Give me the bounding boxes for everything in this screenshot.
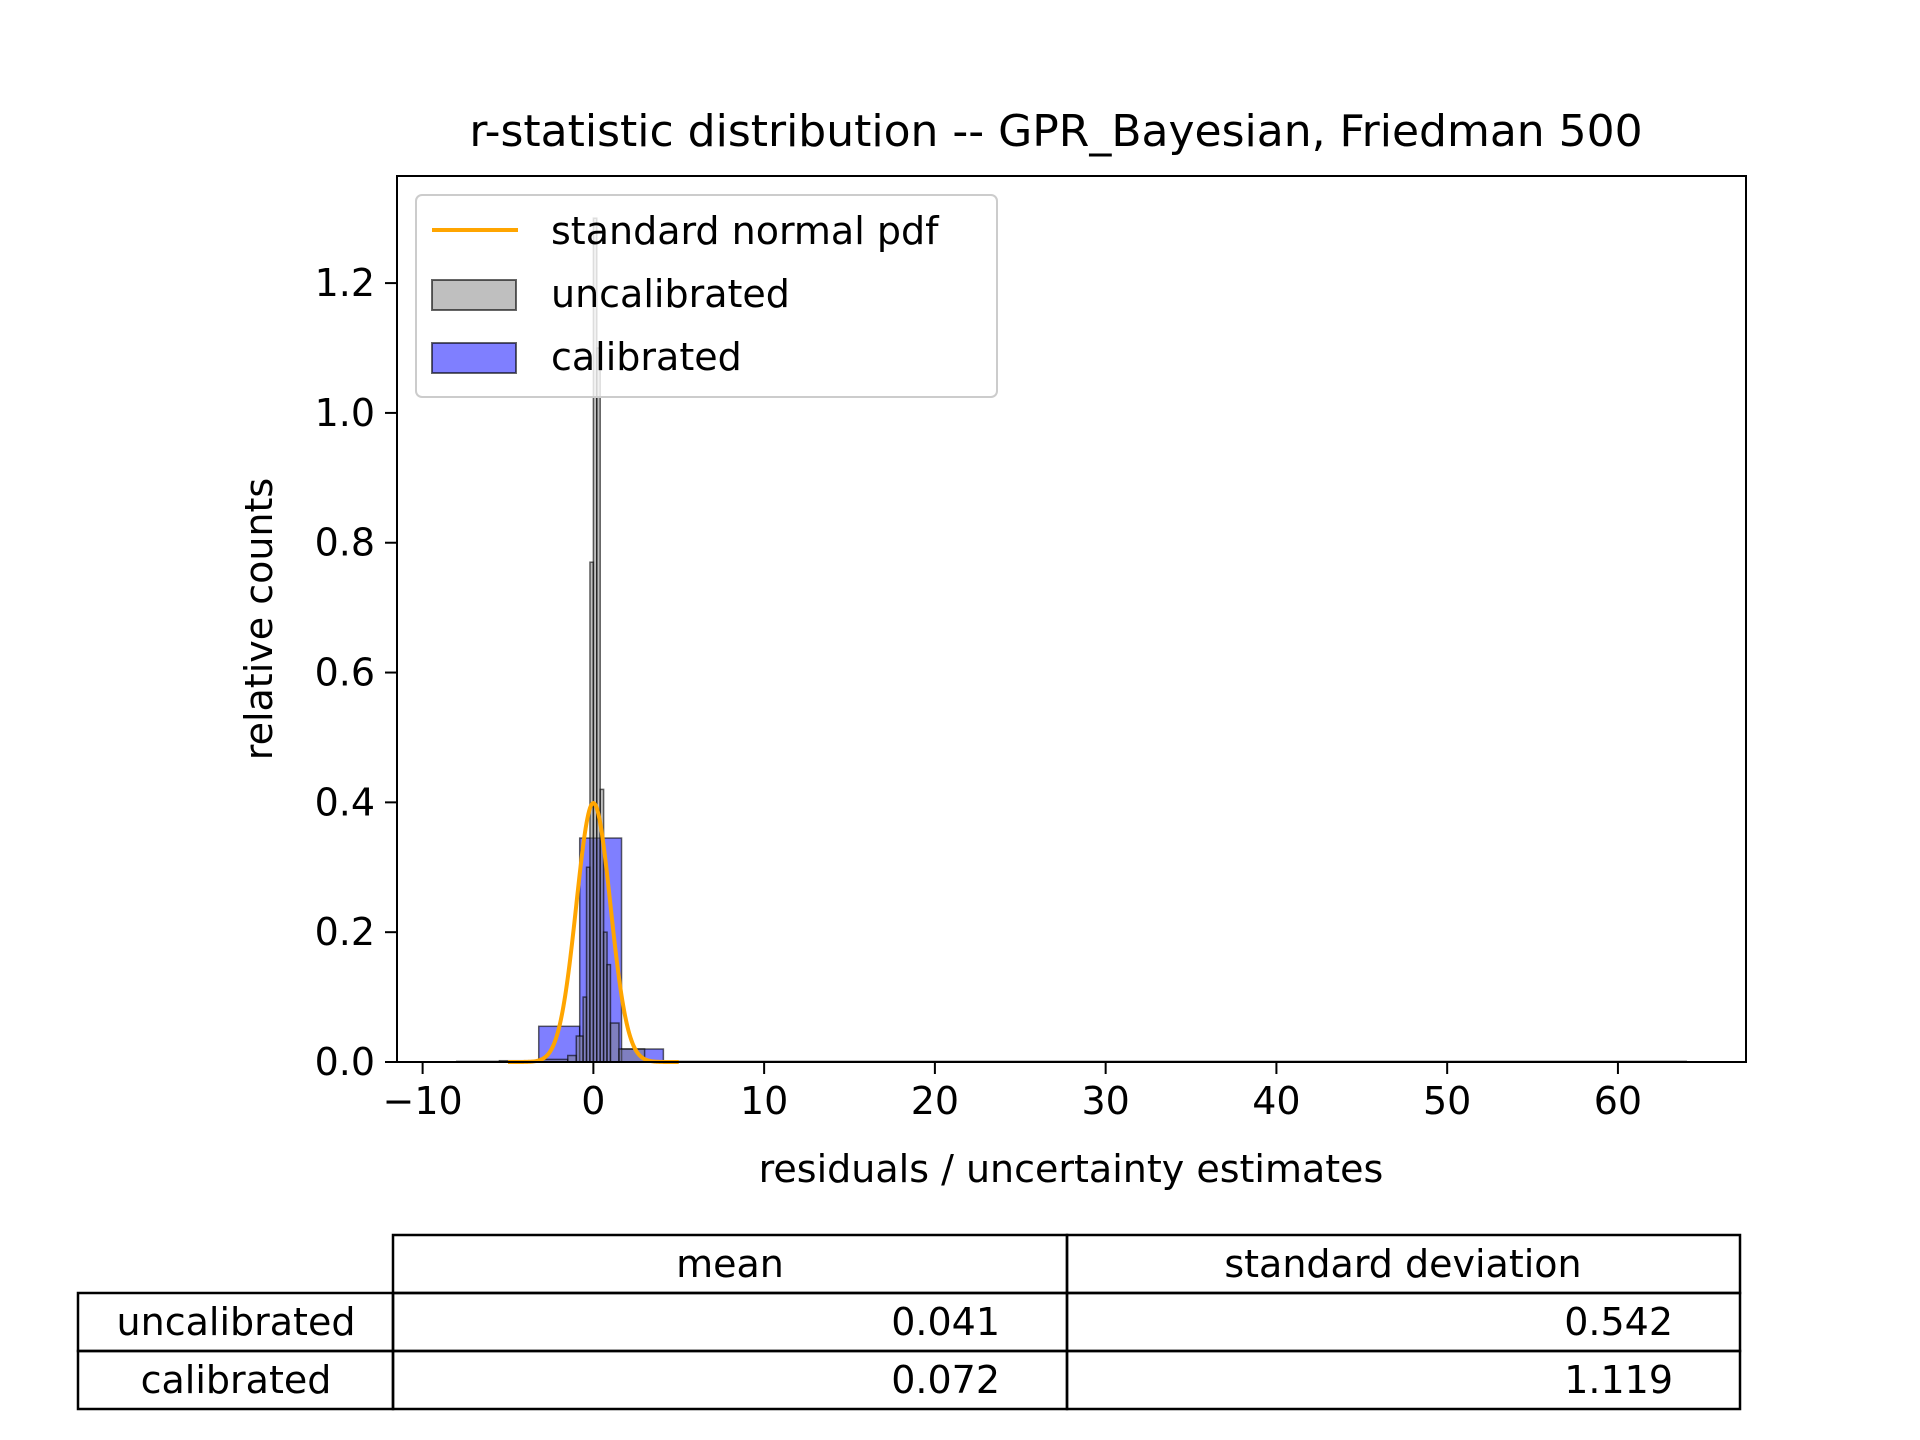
stats-table: mean standard deviation uncalibrated 0.0…	[76, 1233, 1742, 1411]
x-tick-label: 0	[581, 1079, 605, 1123]
legend-box	[415, 194, 998, 398]
x-tick-label: 50	[1423, 1079, 1471, 1123]
legend-swatch-calibrated	[431, 342, 517, 374]
y-tick-label: 0.2	[315, 910, 375, 954]
table-header-std: standard deviation	[1224, 1242, 1581, 1286]
table-row-calibrated-label: calibrated	[141, 1358, 332, 1402]
table-row-calibrated-std-cell	[1065, 1349, 1742, 1411]
x-axis-label: residuals / uncertainty estimates	[759, 1147, 1384, 1191]
x-tick-label: 60	[1594, 1079, 1642, 1123]
legend-label-uncalibrated: uncalibrated	[551, 272, 790, 316]
table-row-uncalibrated-mean: 0.041	[891, 1300, 1000, 1344]
uncalibrated-bar-13	[609, 1022, 620, 1063]
chart-title: r-statistic distribution -- GPR_Bayesian…	[469, 106, 1642, 157]
y-axis-ticks: 0.0 0.2 0.4 0.6 0.8 1.0 1.2	[315, 261, 397, 1084]
legend-swatch-uncalibrated	[431, 279, 517, 311]
legend-label-calibrated: calibrated	[551, 335, 742, 379]
y-tick-label: 1.0	[315, 391, 375, 435]
y-tick-label: 0.0	[315, 1040, 375, 1084]
uncalibrated-bar-4	[575, 1035, 584, 1063]
y-axis-label: relative counts	[237, 478, 281, 760]
table-header-mean: mean	[676, 1242, 784, 1286]
y-tick-label: 1.2	[315, 261, 375, 305]
x-tick-label: 10	[740, 1079, 788, 1123]
x-tick-label: −10	[383, 1079, 463, 1123]
y-tick-label: 0.4	[315, 780, 375, 824]
x-axis-ticks: −10 0 10 20 30 40 50 60	[383, 1062, 1642, 1123]
table-row-calibrated-mean: 0.072	[891, 1358, 1000, 1402]
x-tick-label: 20	[911, 1079, 959, 1123]
normal-pdf-line	[507, 800, 679, 1064]
x-tick-label: 40	[1252, 1079, 1300, 1123]
legend-label-normal: standard normal pdf	[551, 209, 940, 253]
table-row-uncalibrated-std: 0.542	[1564, 1300, 1673, 1344]
y-tick-label: 0.6	[315, 651, 375, 695]
table-row-uncalibrated-label: uncalibrated	[117, 1300, 356, 1344]
x-tick-label: 30	[1081, 1079, 1129, 1123]
axes-frame	[396, 175, 1747, 1063]
table-row-calibrated-std: 1.119	[1564, 1358, 1673, 1402]
legend: standard normal pdf uncalibrated calibra…	[415, 194, 998, 398]
y-tick-label: 0.8	[315, 521, 375, 565]
